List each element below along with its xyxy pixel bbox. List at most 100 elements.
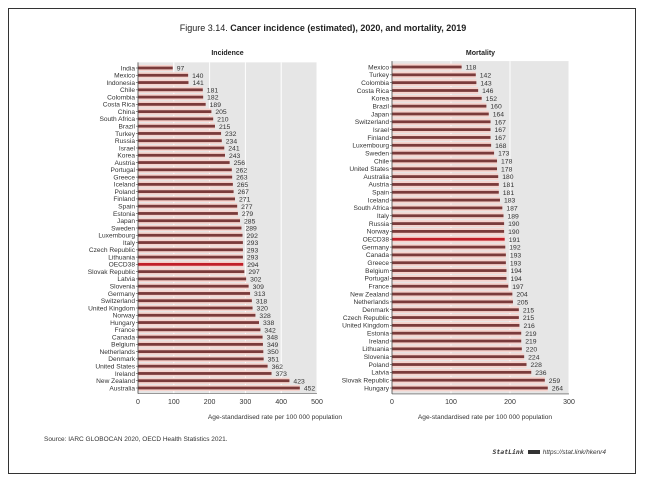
incidence-value-label: 277 [241, 204, 253, 211]
mortality-value-label: 180 [502, 174, 514, 181]
incidence-category-label: Indonesia [106, 80, 135, 87]
mortality-category-label: Luxembourg [352, 143, 389, 150]
incidence-category-label: Estonia [113, 211, 135, 218]
incidence-category-label: Korea [117, 153, 135, 160]
incidence-category-label: India [121, 65, 136, 72]
mortality-bar [392, 136, 491, 139]
incidence-bar [138, 248, 243, 252]
statlink-label: StatLink [492, 448, 524, 456]
mortality-bar [392, 363, 527, 366]
incidence-x-axis-label: Age-standardised rate per 100 000 popula… [208, 414, 343, 421]
statlink[interactable]: StatLink https://stat.link/hkenr4 [492, 448, 606, 456]
incidence-bar [138, 190, 234, 194]
mortality-bar [392, 316, 519, 319]
incidence-value-label: 293 [247, 255, 259, 262]
incidence-x-tick-label: 400 [275, 399, 287, 406]
incidence-bar [138, 139, 222, 143]
mortality-category-label: Netherlands [353, 299, 389, 306]
mortality-bar [392, 112, 489, 116]
mortality-category-label: Canada [366, 252, 389, 259]
incidence-category-label: Finland [113, 196, 135, 203]
incidence-bar [138, 321, 260, 324]
mortality-value-label: 192 [509, 245, 521, 252]
mortality-value-label: 190 [508, 229, 520, 236]
mortality-bar [392, 386, 548, 390]
incidence-value-label: 215 [219, 124, 231, 131]
mortality-value-label: 191 [509, 237, 521, 244]
incidence-category-label: Israel [119, 145, 136, 152]
mortality-value-label: 181 [503, 182, 515, 189]
incidence-bar [138, 212, 238, 215]
mortality-bar [392, 128, 491, 132]
mortality-value-label: 193 [510, 260, 522, 267]
incidence-category-label: China [118, 109, 136, 116]
incidence-category-label: Latvia [117, 276, 135, 283]
mortality-panel-title: Mortality [466, 50, 495, 57]
mortality-bar [392, 370, 532, 374]
incidence-bar [138, 292, 251, 295]
incidence-value-label: 302 [250, 277, 262, 284]
mortality-value-label: 215 [523, 315, 535, 322]
incidence-category-label: OECD38 [109, 262, 136, 269]
mortality-category-label: Portugal [364, 276, 389, 283]
incidence-value-label: 338 [263, 320, 275, 327]
mortality-category-label: Poland [368, 362, 389, 369]
mortality-category-label: Hungary [364, 385, 390, 392]
mortality-value-label: 167 [495, 127, 507, 134]
mortality-category-label: Italy [377, 213, 390, 220]
incidence-value-label: 342 [264, 327, 276, 334]
incidence-x-tick-label: 200 [204, 399, 216, 406]
mortality-value-label: 224 [528, 354, 540, 361]
incidence-value-label: 351 [268, 357, 280, 364]
incidence-value-label: 271 [239, 197, 251, 204]
mortality-x-axis-label: Age-standardised rate per 100 000 popula… [418, 414, 553, 421]
mortality-value-label: 142 [480, 72, 492, 79]
incidence-bar [138, 386, 300, 390]
mortality-bar [392, 120, 491, 124]
incidence-value-label: 262 [236, 167, 248, 174]
mortality-x-tick-label: 300 [563, 399, 575, 406]
incidence-category-label: Greece [113, 174, 135, 181]
mortality-bar [392, 65, 462, 69]
mortality-category-label: Norway [367, 229, 390, 236]
mortality-category-label: Iceland [368, 197, 390, 204]
mortality-category-label: Finland [367, 135, 389, 142]
statlink-url[interactable]: https://stat.link/hkenr4 [542, 449, 606, 456]
mortality-category-label: Colombia [361, 80, 389, 87]
incidence-category-label: Australia [109, 385, 135, 392]
mortality-value-label: 167 [495, 135, 507, 142]
incidence-category-label: Iceland [114, 182, 136, 189]
incidence-value-label: 289 [245, 226, 257, 233]
incidence-bar [138, 364, 268, 368]
mortality-category-label: Belgium [365, 268, 389, 275]
incidence-bar [138, 350, 264, 354]
mortality-category-label: Mexico [368, 64, 389, 71]
incidence-value-label: 294 [247, 262, 259, 269]
incidence-category-label: Italy [123, 240, 136, 247]
mortality-category-label: Slovenia [364, 354, 390, 361]
incidence-value-label: 350 [267, 349, 279, 356]
mortality-bar [392, 253, 506, 257]
incidence-bar [138, 241, 243, 244]
incidence-category-label: Turkey [115, 131, 136, 138]
incidence-bar [138, 313, 256, 317]
incidence-bar [138, 175, 233, 179]
incidence-value-label: 423 [293, 378, 305, 385]
incidence-category-label: New Zealand [96, 378, 135, 385]
mortality-category-label: United States [349, 166, 389, 173]
statlink-icon [527, 450, 540, 455]
incidence-value-label: 141 [192, 80, 204, 87]
mortality-category-label: Sweden [365, 150, 389, 157]
incidence-bar [138, 262, 244, 266]
mortality-bar [392, 347, 522, 351]
incidence-value-label: 263 [236, 175, 248, 182]
mortality-bar [392, 292, 513, 296]
incidence-bar [138, 88, 203, 92]
mortality-category-label: Lithuania [362, 346, 389, 353]
incidence-category-label: Slovak Republic [88, 269, 136, 276]
incidence-category-label: Colombia [107, 94, 135, 101]
mortality-value-label: 160 [490, 104, 502, 111]
mortality-value-label: 259 [549, 378, 561, 385]
incidence-value-label: 234 [226, 138, 238, 145]
